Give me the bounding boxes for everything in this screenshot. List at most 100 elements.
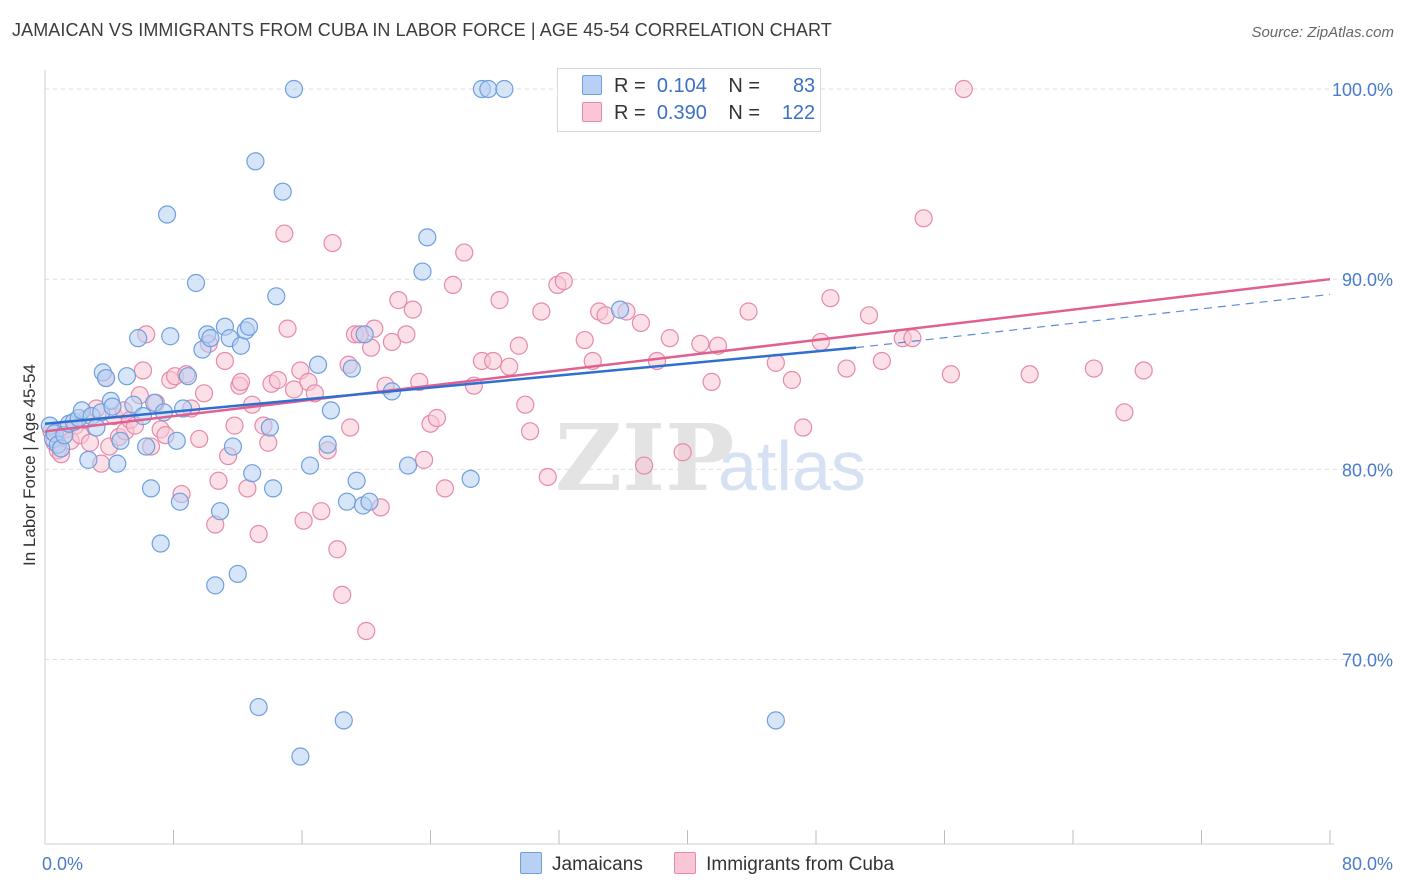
jamaicans-point — [321, 401, 341, 420]
jamaicans-point — [284, 79, 304, 99]
jamaicans-point — [413, 262, 432, 281]
cuba-point — [328, 540, 347, 559]
series-immigrants-from-cuba — [42, 79, 1153, 641]
r-value: 0.390 — [656, 102, 707, 124]
cuba-point — [811, 332, 830, 352]
jamaicans-point — [263, 479, 283, 498]
cuba-point — [397, 325, 416, 344]
jamaicans-point — [291, 747, 310, 766]
jamaicans-point — [141, 479, 161, 498]
jamaicans-point — [170, 492, 190, 511]
cuba-point — [443, 275, 463, 294]
cuba-point — [837, 359, 856, 378]
jamaicans-point — [342, 359, 361, 378]
chart-title: JAMAICAN VS IMMIGRANTS FROM CUBA IN LABO… — [12, 20, 832, 40]
n-label: N = — [728, 75, 761, 97]
jamaicans-point — [243, 464, 262, 483]
cuba-swatch — [582, 102, 602, 122]
jamaicans-point — [79, 450, 98, 469]
cuba-point — [500, 357, 519, 376]
stats-legend: R = 0.104 N = 83 R = 0.390 N = 122 — [557, 68, 821, 132]
n-label: N = — [728, 102, 761, 124]
cuba-point — [1084, 359, 1103, 378]
jamaicans-point — [300, 456, 320, 475]
series-jamaicans — [40, 79, 785, 766]
cuba-point — [209, 471, 228, 490]
cuba-point — [389, 291, 408, 310]
x-tick-label: 80.0% — [1342, 854, 1393, 874]
jamaicans-point — [418, 228, 437, 247]
cuba-point — [520, 422, 540, 441]
cuba-point — [739, 302, 758, 321]
legend-item-jamaicans: Jamaicans — [520, 852, 643, 876]
legend-label-cuba: Immigrants from Cuba — [706, 854, 895, 875]
cuba-point — [509, 336, 528, 355]
cuba-point — [954, 79, 973, 99]
cuba-point — [190, 429, 209, 449]
jamaicans-point — [398, 456, 418, 475]
n-value: 83 — [792, 75, 816, 97]
y-tick-label: 100.0% — [1332, 80, 1393, 100]
jamaicans-point — [210, 502, 230, 521]
jamaicans-point — [766, 711, 785, 730]
cuba-point — [341, 418, 360, 437]
cuba-point — [821, 289, 840, 308]
watermark-atlas: atlas — [718, 427, 866, 505]
cuba-point — [635, 456, 654, 475]
jamaicans-point — [108, 454, 127, 473]
cuba-point — [554, 271, 573, 291]
cuba-point — [435, 479, 455, 498]
jamaicans-point — [260, 418, 279, 437]
legend-row-jamaicans: R = 0.104 N = 83 — [582, 75, 815, 98]
cuba-point — [294, 511, 313, 530]
jamaicans-point — [117, 367, 137, 386]
cuba-point — [80, 433, 100, 452]
jamaicans-point — [223, 437, 243, 456]
cuba-point — [259, 433, 278, 452]
cuba-point — [794, 418, 813, 437]
cuba-point — [323, 233, 342, 253]
jamaicans-point — [167, 431, 186, 450]
cuba-point — [275, 224, 294, 243]
jamaicans-point — [201, 329, 220, 348]
jamaicans-point — [267, 287, 286, 306]
trend-lines — [44, 277, 1331, 433]
cuba-point — [702, 372, 721, 391]
legend-label-jamaicans: Jamaicans — [552, 854, 643, 875]
jamaicans-point — [308, 355, 328, 374]
jamaicans-point — [151, 534, 170, 553]
jamaicans-point — [246, 152, 265, 171]
x-tick-label: 0.0% — [42, 854, 83, 874]
y-tick-label: 70.0% — [1342, 651, 1393, 671]
jamaicans-point — [186, 273, 206, 293]
jamaicans-trend-line — [44, 346, 857, 425]
cuba-point — [660, 329, 679, 348]
cuba-point — [357, 621, 376, 641]
y-tick-label: 90.0% — [1342, 270, 1393, 290]
jamaicans-point — [273, 182, 292, 201]
r-label: R = — [614, 75, 646, 97]
cuba-point — [859, 306, 879, 325]
cuba-point — [268, 370, 288, 390]
cuba-point — [215, 351, 234, 371]
cuba-point — [575, 330, 594, 350]
cuba-point — [490, 291, 509, 310]
cuba-point — [231, 372, 251, 391]
cuba-point — [238, 479, 257, 498]
jamaicans-swatch — [520, 852, 542, 874]
cuba-point — [673, 443, 692, 462]
cuba-point — [1115, 403, 1134, 422]
n-value: 122 — [781, 102, 816, 124]
cuba-point — [225, 416, 244, 435]
cuba-point — [455, 243, 474, 262]
cuba-swatch — [674, 852, 697, 874]
jamaicans-point — [355, 325, 374, 344]
axes — [44, 70, 1334, 845]
jamaicans-point — [161, 327, 180, 346]
legend-item-cuba: Immigrants from Cuba — [674, 852, 894, 876]
jamaicans-point — [137, 437, 156, 456]
jamaicans-point — [337, 492, 357, 511]
jamaicans-point — [239, 317, 259, 336]
jamaicans-point — [228, 564, 247, 584]
